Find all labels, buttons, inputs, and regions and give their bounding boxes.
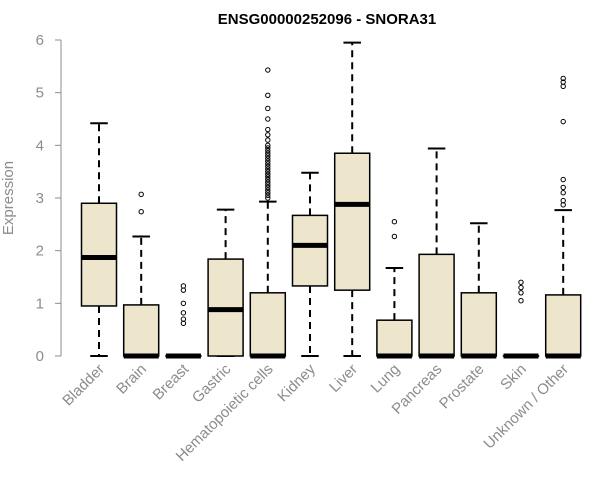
x-tick-label: Bladder <box>59 361 108 410</box>
box-lung <box>376 219 413 359</box>
chart-title: ENSG00000252096 - SNORA31 <box>218 11 436 28</box>
box-body <box>333 152 371 291</box>
y-tick-label: 3 <box>36 190 44 207</box>
box-prostate <box>460 222 498 359</box>
outlier-point <box>265 116 271 122</box>
outlier-point <box>560 75 566 82</box>
box-body <box>418 253 455 357</box>
outlier-point <box>265 195 271 201</box>
outlier-point <box>265 174 271 180</box>
box-unknown-other <box>544 75 582 359</box>
box-body <box>80 202 118 307</box>
outlier-point <box>560 184 566 191</box>
outlier-point <box>265 163 271 170</box>
outlier-point <box>265 155 271 162</box>
outlier-point <box>560 79 566 85</box>
box-bladder <box>80 122 118 357</box>
box-liver <box>333 41 371 357</box>
outlier-point <box>180 310 187 316</box>
box-body <box>460 292 498 357</box>
y-axis-label: Expression <box>0 161 17 235</box>
outlier-point <box>180 300 187 307</box>
box-breast <box>165 283 202 359</box>
y-axis: 0 1 2 3 4 5 6 <box>36 32 62 365</box>
outlier-point <box>265 182 271 188</box>
outlier-point <box>560 197 566 204</box>
box-brain <box>122 191 160 359</box>
outlier-point <box>138 191 144 198</box>
box-gastric <box>207 208 244 357</box>
outlier-point <box>265 67 271 73</box>
outlier-point <box>518 284 524 291</box>
x-tick-label: Skin <box>497 361 530 394</box>
y-tick-label: 4 <box>36 137 44 154</box>
box-skin <box>502 279 540 359</box>
y-tick-label: 1 <box>36 295 44 312</box>
outlier-point <box>518 279 524 285</box>
outlier-point <box>265 105 271 112</box>
y-tick-label: 6 <box>36 32 44 49</box>
outlier-point <box>518 298 524 304</box>
x-tick-label: Breast <box>150 360 193 403</box>
outlier-point <box>265 187 271 193</box>
box-hematopoietic-cells <box>249 67 287 359</box>
outlier-point <box>265 168 271 175</box>
box-kidney <box>291 171 329 357</box>
outlier-point <box>265 92 271 99</box>
x-tick-label: Liver <box>326 361 361 396</box>
outlier-point <box>180 283 187 289</box>
y-tick-label: 2 <box>36 243 44 260</box>
boxes-group <box>80 41 582 359</box>
outlier-point <box>560 190 566 196</box>
outlier-point <box>265 132 271 138</box>
y-tick-label: 5 <box>36 85 44 102</box>
y-tick-label: 0 <box>36 348 44 365</box>
outlier-point <box>265 142 271 149</box>
outlier-point <box>391 233 398 240</box>
x-tick-label: Brain <box>113 361 150 398</box>
x-tick-label: Lung <box>368 361 404 397</box>
box-pancreas <box>418 147 455 359</box>
outlier-point <box>265 137 271 143</box>
box-body <box>122 304 160 357</box>
outlier-point <box>180 316 187 322</box>
outlier-point <box>265 166 271 172</box>
outlier-point <box>265 158 271 164</box>
x-tick-label: Prostate <box>436 361 488 413</box>
outlier-point <box>265 150 271 156</box>
box-body <box>249 292 287 357</box>
x-tick-label: Kidney <box>274 360 319 405</box>
outlier-point <box>265 126 271 133</box>
outlier-point <box>560 118 566 125</box>
outlier-point <box>265 153 271 159</box>
box-body <box>291 214 329 287</box>
box-body <box>376 319 413 357</box>
outlier-point <box>560 176 566 183</box>
outlier-point <box>265 145 271 151</box>
outlier-point <box>391 219 398 225</box>
outlier-point <box>265 171 271 178</box>
outlier-point <box>265 179 271 185</box>
outlier-point <box>138 208 144 215</box>
outlier-point <box>265 147 271 154</box>
outlier-point <box>265 161 271 167</box>
outlier-point <box>265 190 271 196</box>
box-body <box>544 294 582 357</box>
outlier-point <box>265 176 271 183</box>
outlier-point <box>265 184 271 191</box>
outlier-point <box>518 290 524 296</box>
outlier-point <box>265 192 271 199</box>
